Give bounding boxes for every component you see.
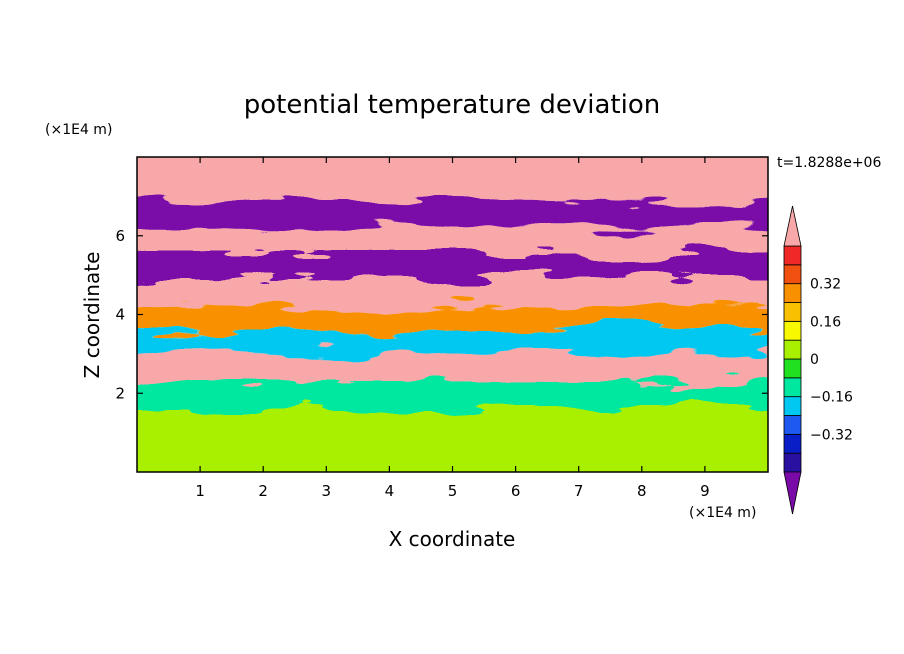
x-tick-label: 2 (258, 482, 268, 500)
colorbar-tick-label: 0.32 (810, 277, 841, 293)
colorbar-tick-label: −0.32 (810, 427, 853, 443)
x-unit-label: (×1E4 m) (689, 505, 756, 521)
field-layer (137, 381, 768, 409)
x-tick-label: 6 (511, 482, 521, 500)
x-axis-label: X coordinate (389, 527, 516, 551)
x-tick-label: 9 (700, 482, 710, 500)
colorbar-box (783, 339, 802, 360)
time-label: t=1.8288e+06 (777, 155, 881, 171)
y-axis-label: Z coordinate (80, 252, 104, 379)
x-tick-label: 5 (448, 482, 458, 500)
colorbar-extend-top (783, 205, 802, 247)
colorbar-box (783, 320, 802, 341)
x-tick-label: 7 (574, 482, 584, 500)
x-tick-label: 8 (637, 482, 647, 500)
colorbar-box (783, 415, 802, 435)
x-axis: 1 2 3 4 5 6 7 8 9 (195, 157, 710, 500)
y-tick-label: 6 (115, 227, 125, 245)
field-layer (137, 306, 768, 331)
field-layer (137, 200, 768, 228)
colorbar-tick-label: −0.16 (810, 390, 853, 406)
field-layer (137, 227, 768, 252)
y-unit-label: (×1E4 m) (45, 122, 112, 138)
colorbar-extend-bottom (783, 471, 802, 515)
field-layer (137, 157, 768, 201)
field-layer (137, 279, 768, 307)
colorbar-box (783, 377, 802, 398)
colorbar-box (783, 433, 802, 454)
colorbar-box (783, 245, 802, 266)
x-tick-label: 3 (322, 482, 332, 500)
colorbar-box (783, 264, 802, 285)
colorbar-box (783, 452, 802, 473)
x-tick-label: 4 (385, 482, 395, 500)
x-tick-label: 1 (195, 482, 205, 500)
field-layer (137, 330, 768, 354)
y-tick-label: 2 (115, 384, 125, 402)
colorbar-tick-label: 0 (810, 352, 819, 368)
chart-title: potential temperature deviation (244, 90, 660, 120)
colorbar-box (783, 302, 802, 322)
colorbar-box (783, 283, 802, 303)
field-layer (137, 353, 768, 382)
colorbar: 0.32 0.16 0 −0.16 −0.32 (783, 205, 853, 515)
colorbar-box (783, 358, 802, 379)
colorbar-box (783, 396, 802, 416)
y-tick-label: 4 (115, 306, 125, 324)
y-axis: 2 4 6 (115, 227, 768, 402)
field-layer (137, 409, 768, 472)
field-layer (137, 251, 768, 280)
colorbar-tick-label: 0.16 (810, 314, 841, 330)
plot-field (137, 157, 768, 472)
